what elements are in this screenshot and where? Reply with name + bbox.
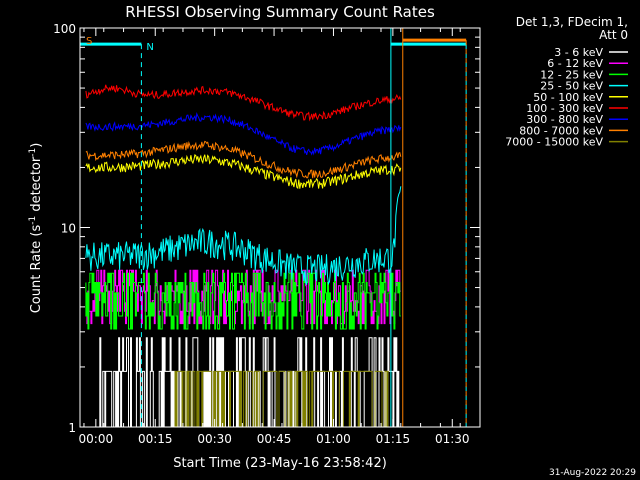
x-tick-label: 01:00 [316,432,351,446]
saa-label: S [86,36,92,47]
trace-3-6kev [99,337,401,428]
y-axis-label-sup2: -1 [28,148,38,157]
y-tick-label: 10 [61,222,76,236]
x-axis-label: Start Time (23-May-16 23:58:42) [173,456,387,471]
orbit-markers: SN [80,28,467,427]
x-tick-label: 00:15 [138,432,173,446]
legend-label: 50 - 100 keV [533,91,603,104]
trace-100-300kev [85,84,402,122]
trace-800-7000kev [85,140,402,179]
chart-title: RHESSI Observing Summary Count Rates [125,3,435,21]
legend-label: 100 - 300 keV [526,102,603,115]
trace-300-800kev [85,111,402,156]
y-axis-label-mid: detector [29,156,44,216]
data-traces [85,84,402,428]
trace-12-25kev [85,272,401,330]
x-tick-label: 01:15 [376,432,411,446]
legend-label: 6 - 12 keV [547,57,603,70]
axis-ticks: 00:00 00:15 00:30 00:45 01:00 01:15 01:30 1 10 10… [53,22,480,446]
night-label: N [146,42,153,53]
legend-label: 300 - 800 keV [526,113,603,126]
y-axis-label-end: ) [29,143,44,148]
x-tick-label: 00:00 [79,432,114,446]
x-tick-label: 00:45 [257,432,292,446]
x-tick-label: 01:30 [435,432,470,446]
legend-label: 3 - 6 keV [554,46,603,59]
trace-25-50kev [85,186,402,286]
footer-date: 31-Aug-2022 20:29 [549,468,636,478]
trace-50-100kev [85,154,402,190]
legend-label: 12 - 25 keV [540,68,603,81]
y-axis-label-main: Count Rate (s [29,225,44,314]
x-tick-label: 00:30 [197,432,232,446]
legend-header-2: Att 0 [599,28,628,42]
y-tick-label: 100 [53,22,76,36]
y-axis-label-sup1: -1 [28,216,38,225]
legend-label: 7000 - 15000 keV [505,136,603,149]
legend-label: 25 - 50 keV [540,80,603,93]
legend-header-1: Det 1,3, FDecim 1, [516,15,628,29]
y-tick-label: 1 [68,421,76,435]
y-axis-label: Count Rate (s-1 detector-1) [28,143,44,314]
legend-label: 800 - 7000 keV [519,124,603,137]
